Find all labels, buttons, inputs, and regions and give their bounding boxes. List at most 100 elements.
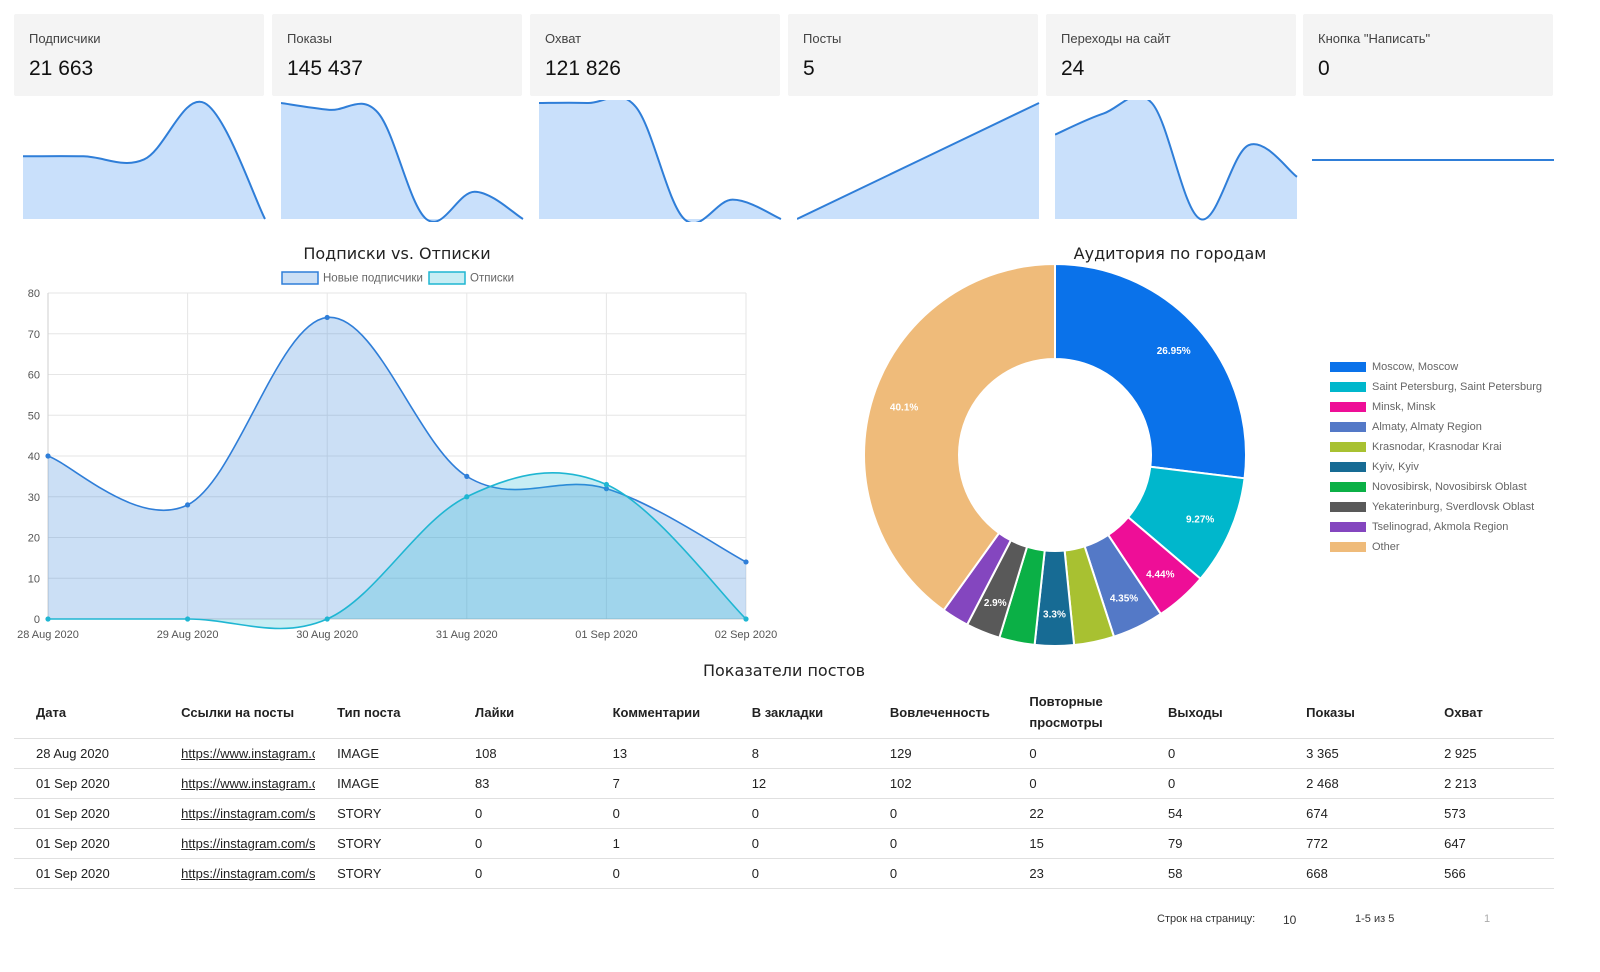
y-tick-label: 20 (28, 533, 40, 545)
rows-per-page-select[interactable]: 10 (1283, 913, 1297, 927)
legend-label[interactable]: Отписки (470, 273, 514, 285)
sparkline-impressions (281, 102, 524, 222)
table-cell: 2 213 (1422, 768, 1554, 799)
pie-legend-item[interactable]: Minsk, Minsk (1330, 397, 1542, 417)
sparkline-reach (539, 100, 782, 222)
table-cell: 01 Sep 2020 (14, 858, 160, 889)
sparkline-area (281, 103, 523, 222)
post-link[interactable]: https://www.instagram.com/p/ (159, 738, 316, 769)
table-row: 01 Sep 2020https://instagram.com/stories… (14, 828, 1554, 859)
y-tick-label: 30 (28, 492, 40, 504)
column-header[interactable]: Тип поста (315, 686, 453, 739)
page-number-button[interactable]: 1 (1484, 913, 1491, 925)
pie-legend-item[interactable]: Tselinograd, Akmola Region (1330, 517, 1542, 537)
post-link[interactable]: https://www.instagram.com/p/ (159, 768, 316, 799)
legend-swatch[interactable] (281, 271, 319, 285)
pie-slice[interactable] (1054, 262, 1247, 480)
legend-label[interactable]: Новые подписчики (323, 273, 423, 285)
table-cell: 58 (1146, 858, 1285, 889)
series-area (48, 317, 746, 619)
table-cell: 0 (452, 828, 591, 859)
post-link[interactable]: https://instagram.com/stories/ (159, 798, 316, 829)
stat-card-label: Переходы на сайт (1061, 31, 1171, 46)
table-row: 28 Aug 2020https://www.instagram.com/p/I… (14, 738, 1554, 769)
column-header[interactable]: Выходы (1146, 686, 1285, 739)
x-tick-label: 29 Aug 2020 (157, 629, 219, 641)
y-tick-label: 80 (28, 288, 40, 300)
column-header[interactable]: Комментарии (590, 686, 730, 739)
y-tick-label: 10 (28, 573, 40, 585)
table-cell: 0 (1007, 738, 1147, 769)
post-link[interactable]: https://instagram.com/stories/ (159, 858, 316, 889)
pie-legend-swatch (1330, 482, 1366, 492)
table-row: 01 Sep 2020https://instagram.com/stories… (14, 798, 1554, 829)
column-header[interactable]: Охват (1422, 686, 1554, 739)
table-cell: IMAGE (315, 768, 453, 799)
sparkline-message-button (1312, 159, 1554, 161)
stat-card-followers: Подписчики 21 663 (14, 14, 264, 96)
pie-legend-swatch (1330, 402, 1366, 412)
table-cell: 0 (1146, 738, 1285, 769)
pie-legend-item[interactable]: Kyiv, Kyiv (1330, 457, 1542, 477)
column-header[interactable]: Дата (14, 686, 160, 739)
table-cell: 0 (867, 798, 1008, 829)
column-header[interactable]: Повторные просмотры (1007, 686, 1147, 739)
table-row: 01 Sep 2020https://www.instagram.com/p/I… (14, 768, 1554, 799)
y-tick-label: 60 (28, 370, 40, 382)
table-cell: 0 (1146, 768, 1285, 799)
post-link[interactable]: https://instagram.com/stories/ (159, 828, 316, 859)
table-cell: 54 (1146, 798, 1285, 829)
data-point (185, 502, 191, 508)
data-point (743, 559, 749, 565)
x-tick-label: 01 Sep 2020 (575, 629, 637, 641)
table-cell: 79 (1146, 828, 1285, 859)
pie-legend-item[interactable]: Krasnodar, Krasnodar Krai (1330, 437, 1542, 457)
table-cell: 8 (729, 738, 868, 769)
table-cell: 01 Sep 2020 (14, 798, 160, 829)
stat-card-website-clicks: Переходы на сайт 24 (1046, 14, 1296, 96)
table-cell: 0 (867, 858, 1008, 889)
pie-legend-label: Moscow, Moscow (1372, 361, 1459, 373)
table-cell: 129 (867, 738, 1008, 769)
pie-slice[interactable] (863, 262, 1056, 612)
stat-card-value: 0 (1318, 57, 1330, 80)
table-cell: 102 (867, 768, 1008, 799)
table-cell: 15 (1007, 828, 1147, 859)
pie-legend-item[interactable]: Moscow, Moscow (1330, 357, 1542, 377)
x-tick-label: 28 Aug 2020 (17, 629, 79, 641)
data-point (464, 494, 470, 500)
table-cell: 01 Sep 2020 (14, 828, 160, 859)
table-cell: 22 (1007, 798, 1147, 829)
table-cell: STORY (315, 828, 453, 859)
pie-legend-label: Krasnodar, Krasnodar Krai (1372, 441, 1502, 453)
data-point (324, 314, 330, 321)
pie-legend-item[interactable]: Almaty, Almaty Region (1330, 417, 1542, 437)
table-cell: 1 (590, 828, 730, 859)
pie-slice-label: 26.95% (1157, 346, 1191, 357)
table-cell: 0 (590, 798, 730, 829)
table-cell: 674 (1284, 798, 1423, 829)
pie-slice-label: 40.1% (890, 402, 918, 413)
data-point (185, 616, 191, 622)
pie-legend-item[interactable]: Saint Petersburg, Saint Petersburg (1330, 377, 1542, 397)
pie-legend-label: Yekaterinburg, Sverdlovsk Oblast (1372, 501, 1535, 513)
pie-slice-label: 9.27% (1186, 515, 1214, 526)
pie-legend-item[interactable]: Yekaterinburg, Sverdlovsk Oblast (1330, 497, 1542, 517)
table-cell: 0 (1007, 768, 1147, 799)
column-header[interactable]: Лайки (452, 686, 591, 739)
column-header[interactable]: В закладки (729, 686, 868, 739)
column-header[interactable]: Показы (1284, 686, 1423, 739)
pie-legend-swatch (1330, 542, 1366, 552)
data-point (45, 616, 51, 622)
pie-legend-label: Novosibirsk, Novosibirsk Oblast (1372, 481, 1527, 493)
sparkline-line (281, 102, 524, 222)
y-tick-label: 50 (28, 410, 40, 422)
pie-legend: Moscow, Moscow Saint Petersburg, Saint Pe… (1330, 357, 1542, 557)
pie-legend-label: Almaty, Almaty Region (1372, 421, 1482, 433)
pie-legend-item[interactable]: Other (1330, 537, 1542, 557)
pie-legend-item[interactable]: Novosibirsk, Novosibirsk Oblast (1330, 477, 1542, 497)
sparkline-line (797, 102, 1040, 220)
legend-swatch[interactable] (428, 271, 466, 285)
column-header[interactable]: Ссылки на посты (159, 686, 316, 739)
column-header[interactable]: Вовлеченность (867, 686, 1008, 739)
